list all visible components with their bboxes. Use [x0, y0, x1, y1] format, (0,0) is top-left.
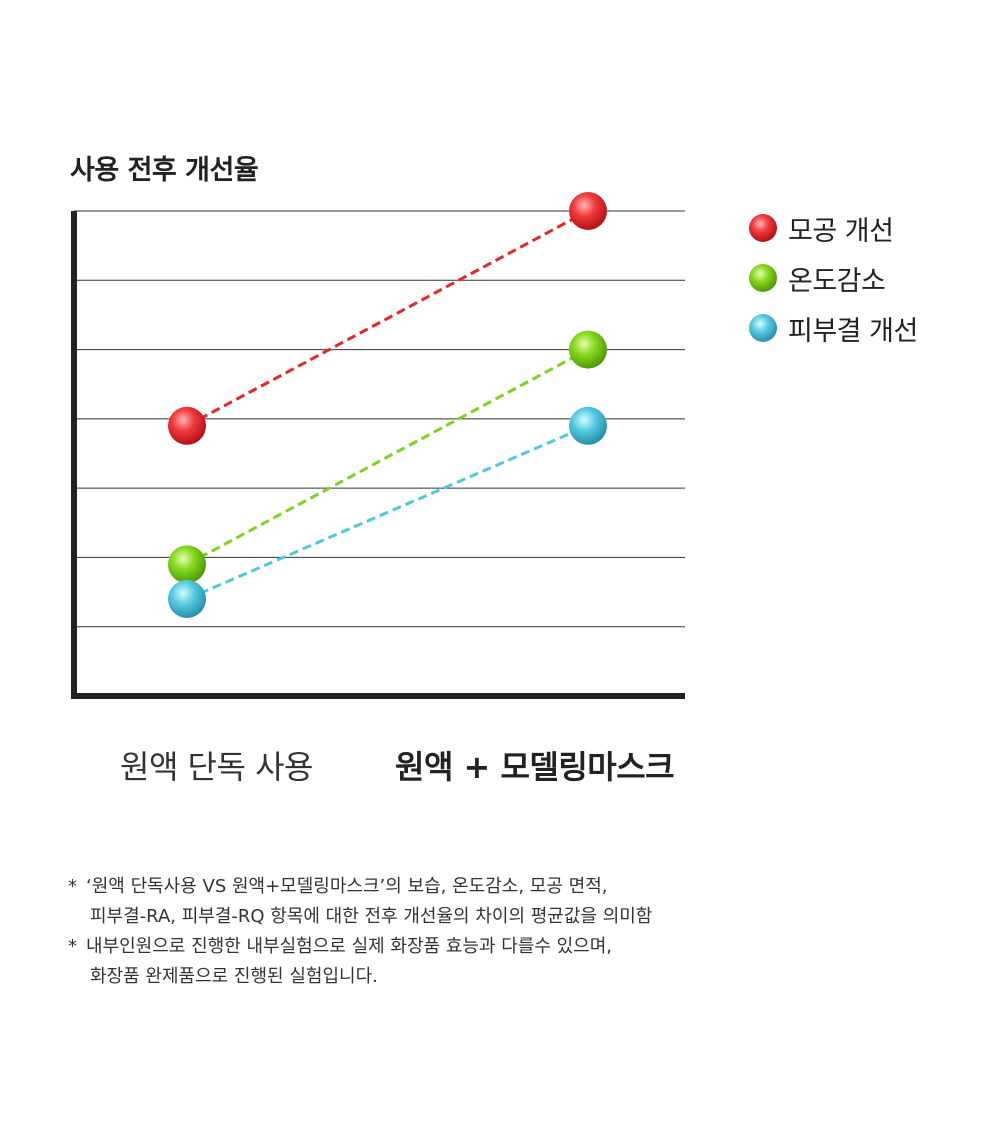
- footnote-line: 화장품 완제품으로 진행된 실험입니다.: [90, 966, 378, 987]
- footnote-line: 피부결-RA, 피부결-RQ 항목에 대한 전후 개선율의 차이의 평균값을 의…: [90, 906, 653, 927]
- legend-marker-green: [749, 264, 777, 292]
- data-point-1-0: [168, 545, 206, 584]
- data-point-2-1: [569, 406, 607, 445]
- series-line-2: [186, 424, 589, 601]
- chart-title: 사용 전후 개선율: [70, 155, 259, 186]
- footnote-line: * ‘원액 단독사용 VS 원액+모델링마스크’의 보습, 온도감소, 모공 면적…: [68, 876, 608, 897]
- data-point-0-1: [569, 192, 607, 230]
- footnote-line: * 내부인원으로 진행한 내부실험으로 실제 화장품 효능과 다를수 있으며,: [68, 936, 613, 957]
- legend-marker-red: [749, 214, 777, 242]
- legend: 모공 개선 온도감소 피부결 개선: [748, 203, 918, 353]
- data-point-0-0: [168, 406, 206, 445]
- data-point-1-1: [569, 330, 607, 369]
- legend-label: 모공 개선: [788, 215, 894, 247]
- legend-label: 피부결 개선: [788, 315, 918, 347]
- x-tick-label-single: 원액 단독 사용: [120, 748, 313, 786]
- legend-item-texture: 피부결 개선: [748, 303, 918, 353]
- legend-label: 온도감소: [788, 265, 886, 297]
- x-tick-label-combined: 원액 + 모델링마스크: [395, 748, 675, 786]
- series-line-1: [186, 348, 589, 566]
- series-line-0: [186, 209, 589, 428]
- legend-marker-cyan: [749, 314, 777, 342]
- legend-item-pore: 모공 개선: [748, 203, 918, 253]
- data-point-2-0: [168, 580, 206, 618]
- footnotes: * ‘원액 단독사용 VS 원액+모델링마스크’의 보습, 온도감소, 모공 면적…: [68, 872, 652, 992]
- legend-item-temperature: 온도감소: [748, 253, 918, 303]
